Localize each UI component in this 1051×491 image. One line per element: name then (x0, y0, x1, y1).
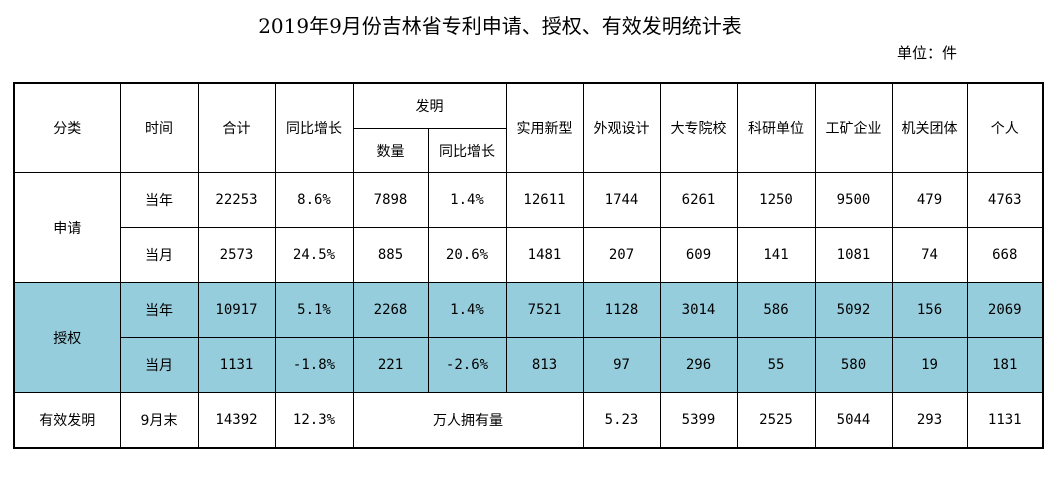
header-university: 大专院校 (660, 83, 737, 173)
cell-invention-yoy: 1.4% (428, 173, 506, 228)
header-utility: 实用新型 (506, 83, 583, 173)
header-enterprise: 工矿企业 (815, 83, 892, 173)
cell-utility: 12611 (506, 173, 583, 228)
cell-individual: 1131 (967, 393, 1043, 449)
cell-design: 1128 (583, 283, 660, 338)
cell-research: 586 (737, 283, 815, 338)
cell-research: 2525 (737, 393, 815, 449)
cell-time: 当年 (120, 173, 198, 228)
cell-total: 22253 (198, 173, 275, 228)
cell-time: 当年 (120, 283, 198, 338)
cell-time: 当月 (120, 338, 198, 393)
cell-yoy: 8.6% (275, 173, 353, 228)
cell-institution: 156 (892, 283, 967, 338)
table-row: 当月 1131 -1.8% 221 -2.6% 813 97 296 55 58… (14, 338, 1043, 393)
cell-invention-count: 2268 (353, 283, 428, 338)
cell-enterprise: 1081 (815, 228, 892, 283)
header-time: 时间 (120, 83, 198, 173)
cell-time: 当月 (120, 228, 198, 283)
table-row: 授权 当年 10917 5.1% 2268 1.4% 7521 1128 301… (14, 283, 1043, 338)
cell-per-10k-value: 5.23 (583, 393, 660, 449)
cell-design: 207 (583, 228, 660, 283)
cell-enterprise: 5092 (815, 283, 892, 338)
cell-institution: 293 (892, 393, 967, 449)
cell-utility: 7521 (506, 283, 583, 338)
header-category: 分类 (14, 83, 120, 173)
row-label-grant: 授权 (14, 283, 120, 393)
cell-individual: 181 (967, 338, 1043, 393)
cell-individual: 2069 (967, 283, 1043, 338)
cell-yoy: 12.3% (275, 393, 353, 449)
cell-utility: 813 (506, 338, 583, 393)
header-invention-count: 数量 (353, 129, 428, 173)
header-institution: 机关团体 (892, 83, 967, 173)
page-title: 2019年9月份吉林省专利申请、授权、有效发明统计表 (0, 10, 1000, 39)
header-research: 科研单位 (737, 83, 815, 173)
unit-label: 单位：件 (897, 42, 957, 63)
cell-university: 3014 (660, 283, 737, 338)
cell-individual: 4763 (967, 173, 1043, 228)
cell-research: 1250 (737, 173, 815, 228)
header-total: 合计 (198, 83, 275, 173)
cell-design: 1744 (583, 173, 660, 228)
statistics-table: 分类 时间 合计 同比增长 发明 实用新型 外观设计 大专院校 科研单位 工矿企… (13, 82, 1044, 449)
header-yoy: 同比增长 (275, 83, 353, 173)
cell-institution: 74 (892, 228, 967, 283)
cell-individual: 668 (967, 228, 1043, 283)
cell-yoy: 24.5% (275, 228, 353, 283)
cell-university: 609 (660, 228, 737, 283)
cell-invention-count: 7898 (353, 173, 428, 228)
cell-yoy: 5.1% (275, 283, 353, 338)
cell-enterprise: 9500 (815, 173, 892, 228)
header-design: 外观设计 (583, 83, 660, 173)
row-label-application: 申请 (14, 173, 120, 283)
cell-university: 296 (660, 338, 737, 393)
cell-university: 6261 (660, 173, 737, 228)
cell-university: 5399 (660, 393, 737, 449)
cell-research: 141 (737, 228, 815, 283)
cell-institution: 19 (892, 338, 967, 393)
cell-per-10k-label: 万人拥有量 (353, 393, 583, 449)
cell-invention-count: 885 (353, 228, 428, 283)
cell-total: 2573 (198, 228, 275, 283)
cell-invention-yoy: 20.6% (428, 228, 506, 283)
table-row: 有效发明 9月末 14392 12.3% 万人拥有量 5.23 5399 252… (14, 393, 1043, 449)
cell-design: 97 (583, 338, 660, 393)
cell-utility: 1481 (506, 228, 583, 283)
cell-enterprise: 580 (815, 338, 892, 393)
cell-total: 1131 (198, 338, 275, 393)
table-row: 当月 2573 24.5% 885 20.6% 1481 207 609 141… (14, 228, 1043, 283)
header-individual: 个人 (967, 83, 1043, 173)
row-label-valid-invention: 有效发明 (14, 393, 120, 449)
cell-research: 55 (737, 338, 815, 393)
cell-yoy: -1.8% (275, 338, 353, 393)
header-invention-yoy: 同比增长 (428, 129, 506, 173)
table-row: 申请 当年 22253 8.6% 7898 1.4% 12611 1744 62… (14, 173, 1043, 228)
cell-enterprise: 5044 (815, 393, 892, 449)
cell-total: 10917 (198, 283, 275, 338)
cell-invention-count: 221 (353, 338, 428, 393)
header-row-1: 分类 时间 合计 同比增长 发明 实用新型 外观设计 大专院校 科研单位 工矿企… (14, 83, 1043, 129)
cell-total: 14392 (198, 393, 275, 449)
cell-invention-yoy: -2.6% (428, 338, 506, 393)
header-invention: 发明 (353, 83, 506, 129)
cell-invention-yoy: 1.4% (428, 283, 506, 338)
cell-time: 9月末 (120, 393, 198, 449)
cell-institution: 479 (892, 173, 967, 228)
